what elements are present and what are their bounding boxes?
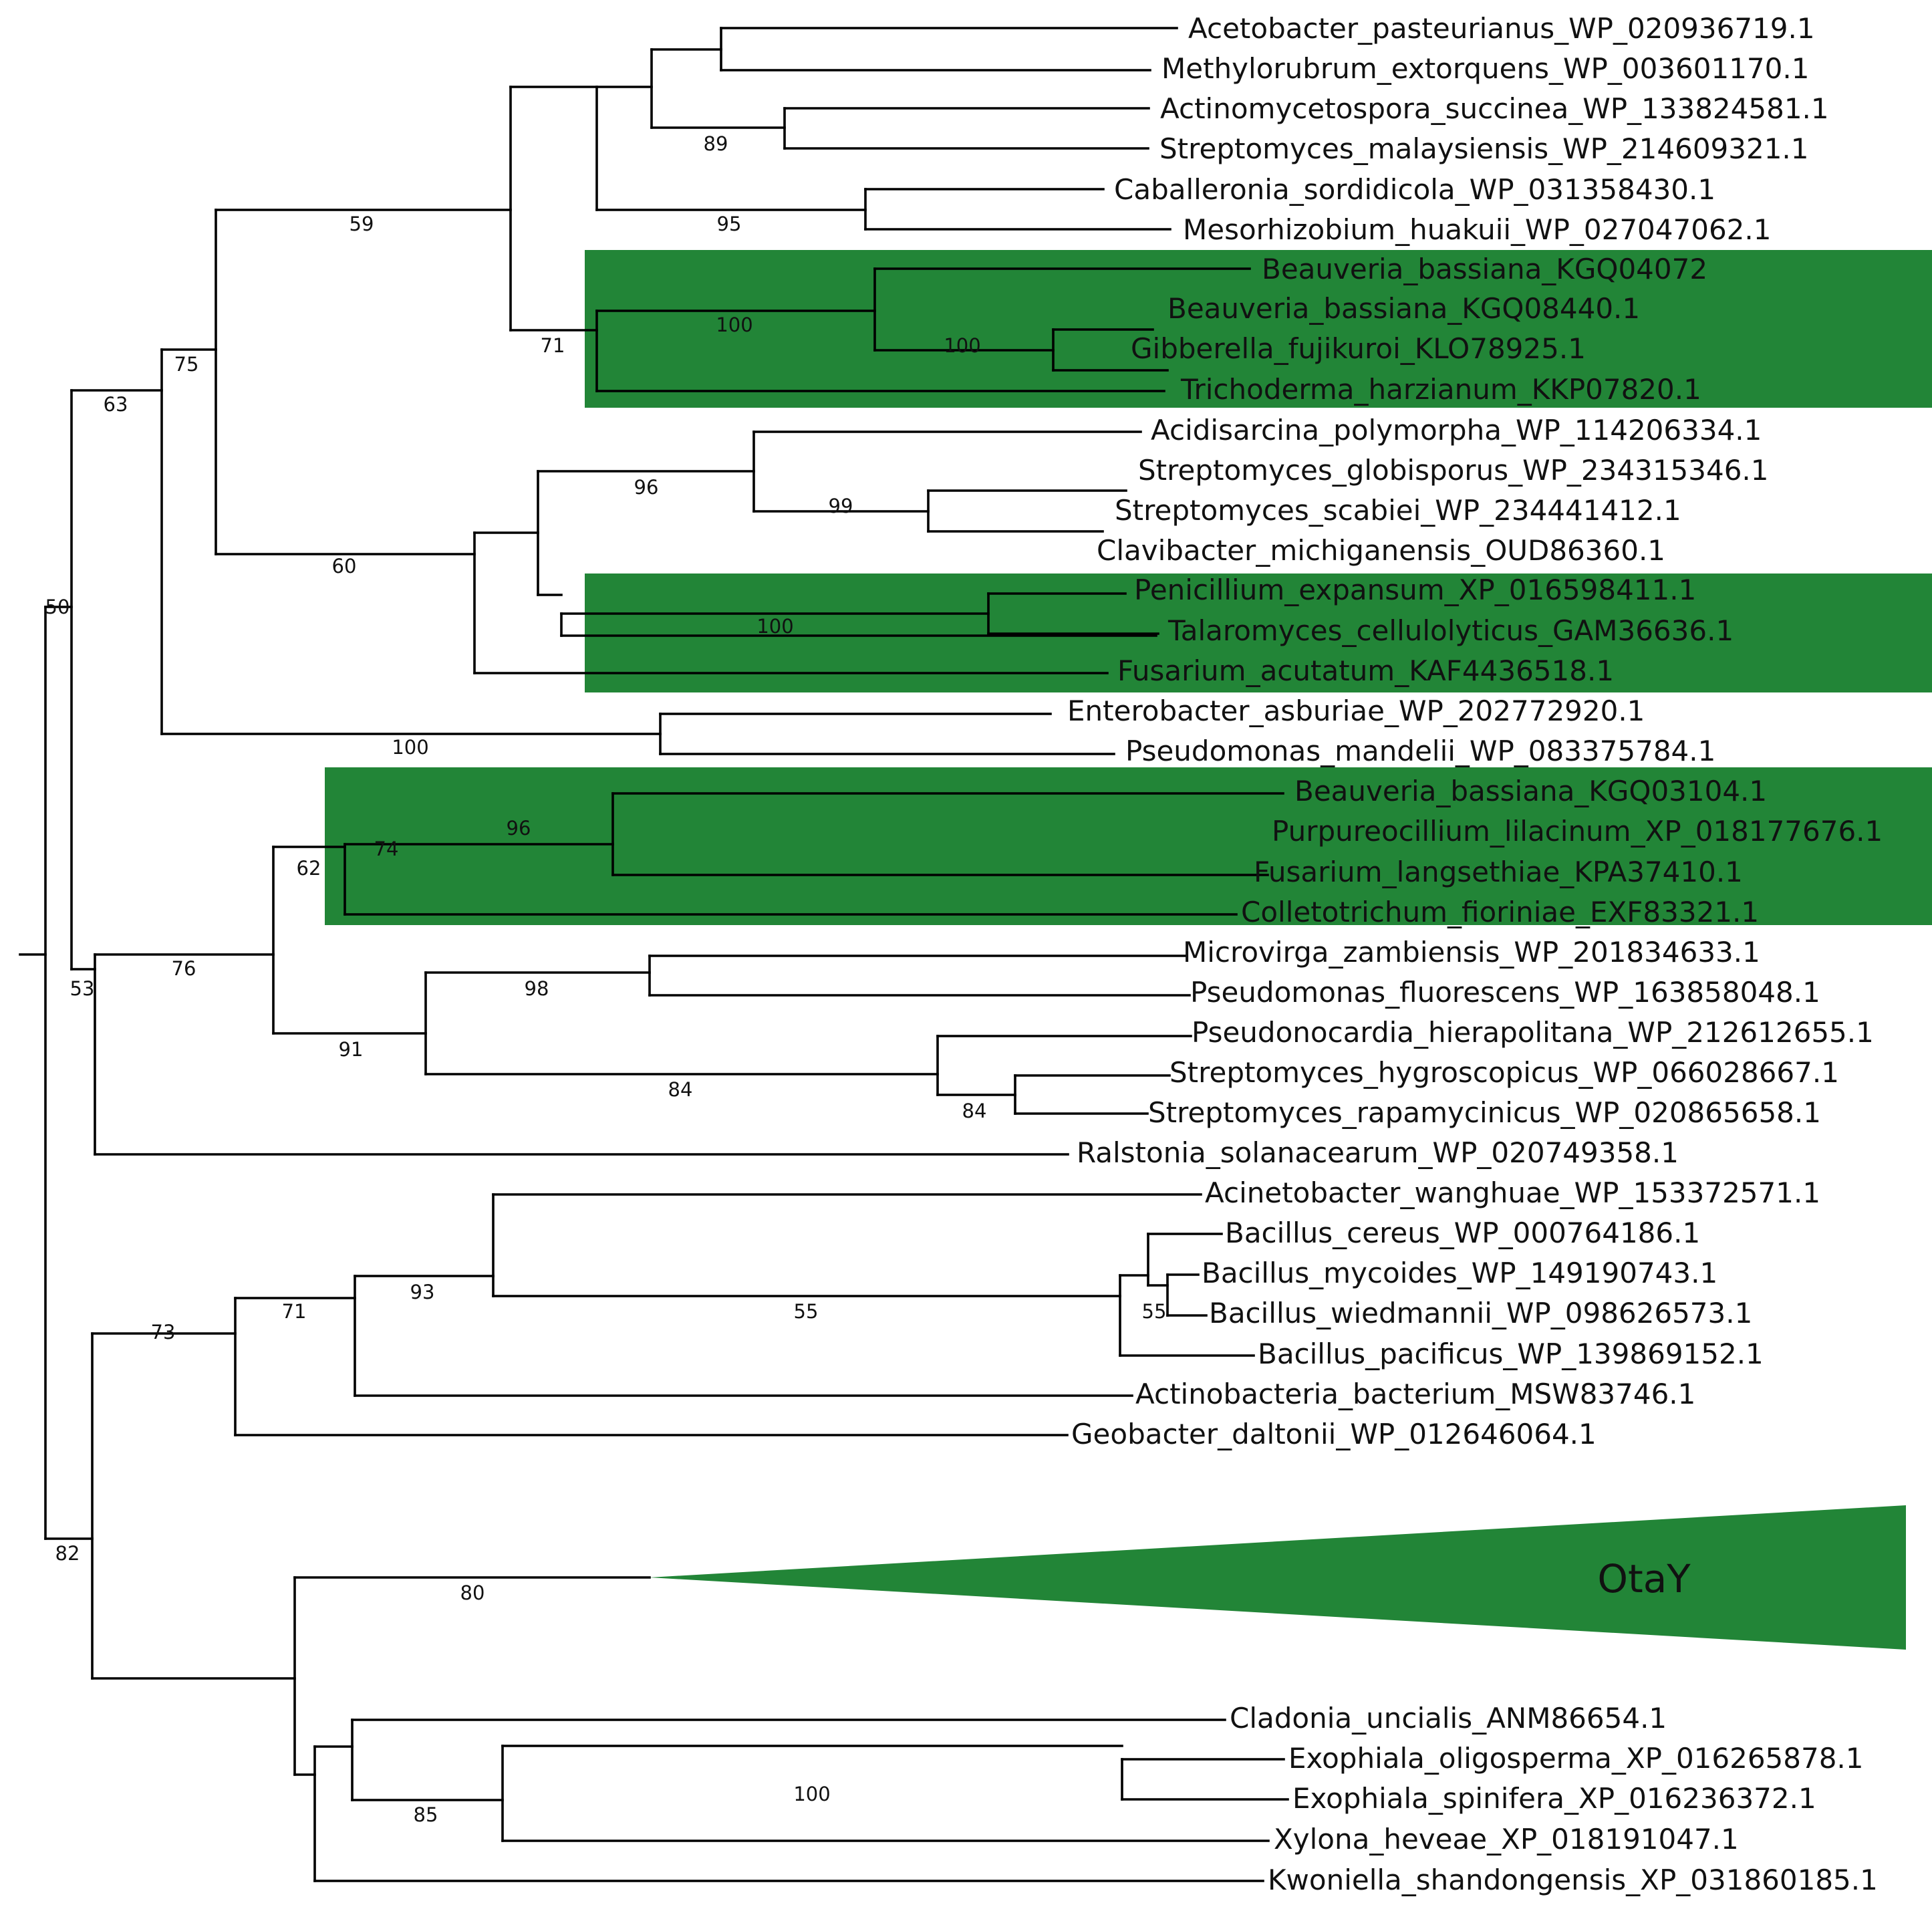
tip-label: Enterobacter_asburiae_WP_202772920.1: [1067, 694, 1645, 727]
tip-label: Fusarium_langsethiae_KPA37410.1: [1254, 856, 1743, 888]
tip-label: Beauveria_bassiana_KGQ03104.1: [1294, 775, 1767, 807]
bootstrap-value: 55: [1142, 1300, 1167, 1323]
tip-label: Trichoderma_harzianum_KKP07820.1: [1180, 373, 1701, 406]
bootstrap-value: 53: [70, 977, 95, 1000]
tip-label: Clavibacter_michiganensis_OUD86360.1: [1097, 534, 1665, 567]
tip-label: Colletotrichum_fioriniae_EXF83321.1: [1241, 896, 1759, 928]
tip-label: Exophiala_oligosperma_XP_016265878.1: [1288, 1742, 1864, 1775]
collapsed-clade-triangle: [650, 1505, 1906, 1650]
bootstrap-value: 73: [151, 1321, 176, 1344]
tip-label: Streptomyces_rapamycinicus_WP_020865658.…: [1148, 1096, 1821, 1129]
tip-label: Microvirga_zambiensis_WP_201834633.1: [1183, 936, 1760, 969]
bootstrap-value: 62: [297, 857, 321, 880]
bootstrap-value: 100: [716, 313, 752, 336]
bootstrap-value: 59: [350, 213, 374, 235]
tip-label: Streptomyces_scabiei_WP_234441412.1: [1115, 494, 1681, 527]
tip-label: Ralstonia_solanacearum_WP_020749358.1: [1077, 1136, 1679, 1169]
tip-label: Pseudomonas_mandelii_WP_083375784.1: [1125, 735, 1715, 767]
tip-label: Talaromyces_cellulolyticus_GAM36636.1: [1167, 614, 1734, 647]
tip-label: Bacillus_wiedmannii_WP_098626573.1: [1209, 1297, 1752, 1329]
bootstrap-value: 74: [374, 838, 399, 860]
bootstrap-value: 100: [793, 1783, 830, 1805]
tip-label: Mesorhizobium_huakuii_WP_027047062.1: [1183, 213, 1771, 246]
bootstrap-value: 60: [332, 555, 357, 578]
tip-label: Bacillus_cereus_WP_000764186.1: [1225, 1217, 1700, 1249]
tip-label: Acetobacter_pasteurianus_WP_020936719.1: [1188, 12, 1815, 45]
tip-label: Streptomyces_hygroscopicus_WP_066028667.…: [1169, 1056, 1839, 1089]
bootstrap-value: 99: [829, 495, 853, 517]
tip-label: Pseudonocardia_hierapolitana_WP_21261265…: [1192, 1016, 1874, 1049]
tip-label: Xylona_heveae_XP_018191047.1: [1274, 1823, 1739, 1856]
tree-branches: [19, 27, 1289, 1882]
bootstrap-value: 85: [414, 1803, 438, 1826]
bootstrap-value: 50: [45, 596, 70, 618]
bootstrap-value: 93: [410, 1281, 435, 1303]
tip-label: Actinomycetospora_succinea_WP_133824581.…: [1160, 92, 1829, 125]
tip-label: Fusarium_acutatum_KAF4436518.1: [1117, 654, 1614, 687]
tip-label: Actinobacteria_bacterium_MSW83746.1: [1135, 1378, 1695, 1410]
bootstrap-values: 89 95 59 100 100 71 75 63 96 99 60 100 1…: [45, 132, 1167, 1826]
bootstrap-value: 71: [282, 1300, 307, 1323]
tip-label: Penicillium_expansum_XP_016598411.1: [1134, 573, 1696, 606]
bootstrap-value: 100: [944, 334, 980, 357]
tip-label: Bacillus_pacificus_WP_139869152.1: [1258, 1337, 1764, 1370]
bootstrap-value: 84: [668, 1078, 693, 1101]
bootstrap-value: 55: [794, 1300, 819, 1323]
tip-label: Gibberella_fujikuroi_KLO78925.1: [1131, 332, 1586, 365]
tip-label: Acidisarcina_polymorpha_WP_114206334.1: [1151, 414, 1762, 447]
bootstrap-value: 91: [339, 1038, 364, 1061]
highlight-clade-fungal-1: [585, 250, 1932, 408]
bootstrap-value: 95: [717, 213, 742, 235]
bootstrap-value: 100: [756, 615, 793, 638]
tip-label: Purpureocillium_lilacinum_XP_018177676.1: [1272, 815, 1883, 848]
bootstrap-value: 89: [704, 132, 728, 155]
tip-label: Pseudomonas_fluorescens_WP_163858048.1: [1190, 976, 1820, 1009]
tip-label: Streptomyces_malaysiensis_WP_214609321.1: [1159, 132, 1809, 165]
tip-label: Caballeronia_sordidicola_WP_031358430.1: [1114, 173, 1715, 206]
bootstrap-value: 63: [104, 393, 128, 416]
bootstrap-value: 100: [392, 736, 428, 759]
tip-label: Kwoniella_shandongensis_XP_031860185.1: [1268, 1864, 1878, 1896]
bootstrap-value: 98: [525, 977, 549, 1000]
tip-label: Methylorubrum_extorquens_WP_003601170.1: [1161, 52, 1809, 85]
tip-label: Cladonia_uncialis_ANM86654.1: [1230, 1702, 1667, 1735]
tip-label: Bacillus_mycoides_WP_149190743.1: [1202, 1257, 1717, 1289]
tip-label: Acinetobacter_wanghuae_WP_153372571.1: [1205, 1176, 1820, 1209]
tip-label: Streptomyces_globisporus_WP_234315346.1: [1138, 454, 1769, 487]
bootstrap-value: 71: [541, 334, 565, 357]
bootstrap-value: 75: [174, 353, 199, 376]
tip-label: Exophiala_spinifera_XP_016236372.1: [1292, 1782, 1816, 1815]
collapsed-clade-label: OtaY: [1597, 1556, 1691, 1602]
bootstrap-value: 82: [55, 1542, 80, 1565]
bootstrap-value: 84: [962, 1100, 987, 1122]
tip-labels: Acetobacter_pasteurianus_WP_020936719.1 …: [1067, 12, 1883, 1896]
tip-label: Beauveria_bassiana_KGQ04072: [1262, 253, 1707, 285]
tip-label: Beauveria_bassiana_KGQ08440.1: [1167, 292, 1640, 325]
tip-label: Geobacter_daltonii_WP_012646064.1: [1071, 1418, 1597, 1450]
bootstrap-value: 80: [460, 1581, 485, 1604]
bootstrap-value: 96: [634, 476, 659, 499]
bootstrap-value: 96: [507, 817, 531, 840]
bootstrap-value: 76: [172, 957, 196, 980]
